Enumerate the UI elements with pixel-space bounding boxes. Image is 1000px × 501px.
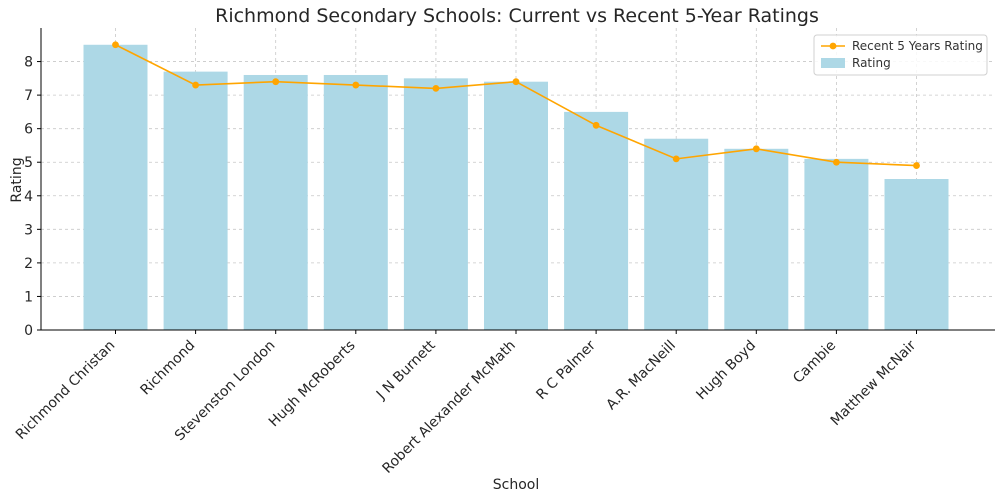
x-tick-label: Hugh McRoberts (266, 338, 359, 431)
legend-bar-swatch (821, 58, 845, 68)
y-tick-label: 2 (24, 256, 33, 272)
bar (564, 111, 629, 330)
x-tick-label: R C Palmer (533, 337, 599, 403)
y-tick-label: 7 (24, 88, 33, 104)
legend-label-line: Recent 5 Years Rating (852, 39, 983, 53)
bar (163, 71, 228, 330)
x-axis-label: School (493, 477, 539, 493)
chart-title: Richmond Secondary Schools: Current vs R… (215, 5, 819, 27)
bar (804, 158, 869, 330)
line-point (833, 158, 840, 166)
legend: Recent 5 Years Rating Rating (813, 34, 988, 76)
x-tick-label: J N Burnett (373, 337, 439, 403)
bar (83, 44, 148, 331)
y-tick-label: 4 (24, 189, 33, 205)
line-series (112, 41, 920, 169)
y-tick-label: 0 (24, 323, 33, 339)
y-tick-label: 1 (24, 289, 33, 305)
x-tick-label: A.R. MacNeill (603, 338, 679, 414)
line-point (512, 78, 520, 86)
line-point (592, 121, 600, 129)
bar (484, 81, 548, 330)
bar (323, 74, 388, 330)
legend-line-marker (829, 42, 837, 50)
line-point (352, 81, 360, 89)
x-tick-label: Matthew McNair (828, 337, 920, 429)
line-point (192, 81, 200, 89)
line-point (272, 78, 280, 86)
y-tick-label: 5 (24, 155, 33, 171)
legend-box (813, 34, 988, 76)
x-tick-label: Hugh Boyd (693, 338, 759, 404)
y-axis-ticks: 0 1 2 3 4 5 6 7 8 (24, 55, 41, 339)
line-point (672, 155, 680, 163)
line-point (432, 85, 440, 92)
legend-label-bar: Rating (852, 56, 891, 70)
bar (403, 78, 468, 330)
bar (724, 148, 789, 330)
bar (243, 74, 308, 330)
bar (644, 138, 709, 330)
line-point (752, 145, 760, 153)
x-tick-label: Robert Alexander McMath (380, 338, 519, 477)
x-tick-label: Richmond (138, 338, 199, 399)
x-tick-label: Cambie (790, 338, 839, 387)
line-point (913, 162, 920, 169)
y-axis-label: Rating (9, 157, 25, 202)
x-tick-label: Richmond Christan (13, 338, 118, 443)
y-tick-label: 3 (24, 222, 33, 238)
bar (884, 179, 949, 330)
y-tick-label: 8 (24, 55, 33, 71)
line-point (112, 41, 119, 49)
y-tick-label: 6 (24, 122, 33, 138)
bar-series (83, 44, 949, 331)
